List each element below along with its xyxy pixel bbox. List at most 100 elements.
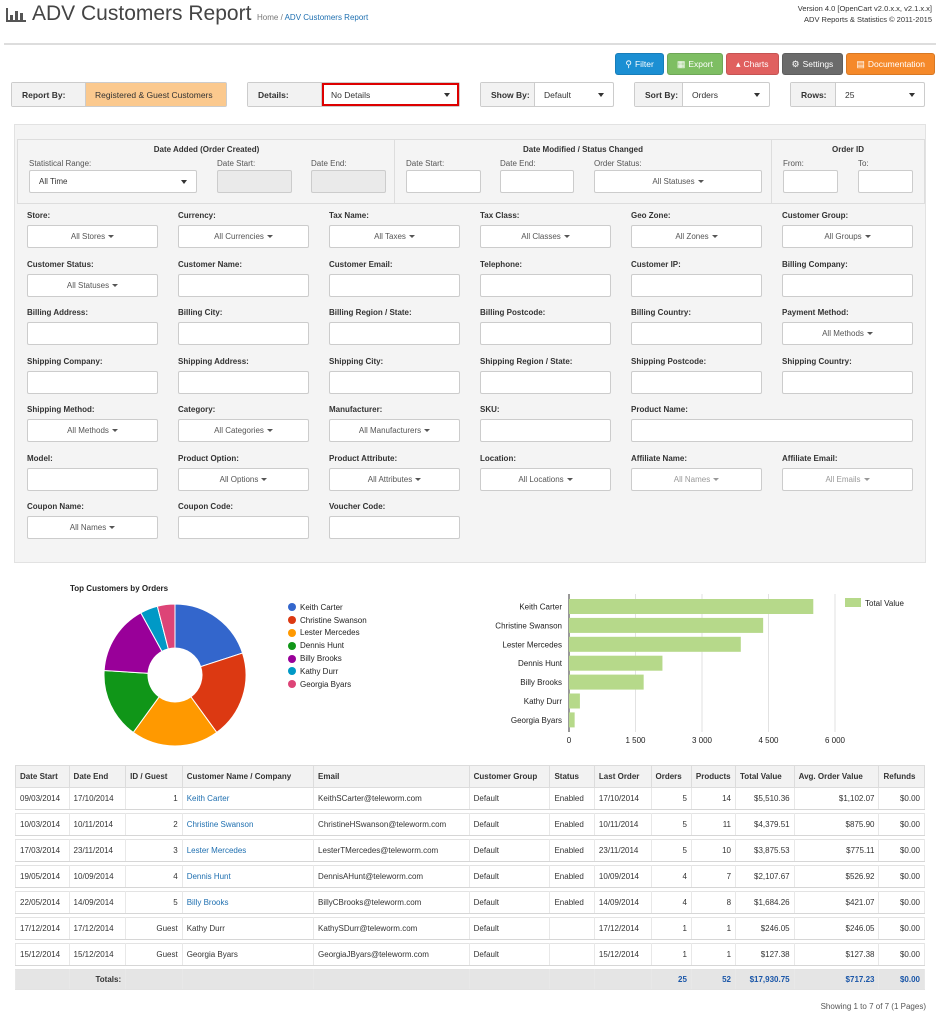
charts-button[interactable]: ▴ Charts [725,53,779,75]
customer-status-select[interactable]: All Statuses [27,274,158,297]
geo-zone-select[interactable]: All Zones [631,225,762,248]
sku-input[interactable] [480,419,611,442]
documentation-button[interactable]: ▤ Documentation [846,53,935,75]
column-header[interactable]: Date Start [15,765,70,788]
customer-link[interactable]: Billy Brooks [186,898,229,907]
category-label: Lester Mercedes [502,640,562,649]
column-header[interactable]: Total Value [735,765,795,788]
tax-name-select[interactable]: All Taxes [329,225,460,248]
bar [569,599,814,614]
manufacturer-select[interactable]: All Manufacturers [329,419,460,442]
shipping-country-input[interactable] [782,371,913,394]
store-select[interactable]: All Stores [27,225,158,248]
shipping-method-label: Shipping Method: [27,405,95,414]
pie-slice [174,603,244,668]
billing-address-input[interactable] [27,322,158,345]
bar [569,712,575,728]
legend-item: Georgia Byars [288,678,367,691]
location-select[interactable]: All Locations [480,468,611,491]
payment-method-select[interactable]: All Methods [782,322,913,345]
column-header[interactable]: Email [313,765,470,788]
table-cell: 17/10/2014 [593,787,652,810]
product-attribute-select[interactable]: All Attributes [329,468,460,491]
product-option-select[interactable]: All Options [178,468,309,491]
category-label: Christine Swanson [495,621,562,630]
table-cell: 7 [690,865,737,888]
customer-link[interactable]: Dennis Hunt [186,872,231,881]
column-header[interactable]: Products [690,765,737,788]
coupon-code-label: Coupon Code: [178,502,234,511]
filter-button[interactable]: ⚲ Filter [615,53,664,75]
modified-date-start-input[interactable] [406,170,481,193]
coupon-name-select[interactable]: All Names [27,516,158,539]
totals-cell: $0.00 [878,969,925,990]
customer-link[interactable]: Christine Swanson [186,820,254,829]
voucher-code-input[interactable] [329,516,460,539]
column-header[interactable]: Customer Name / Company [181,765,315,788]
chevron-down-icon [598,93,604,97]
shipping-region-input[interactable] [480,371,611,394]
order-id-to-input[interactable] [858,170,913,193]
shipping-postcode-label: Shipping Postcode: [631,357,707,366]
customer-link[interactable]: Lester Mercedes [186,846,247,855]
telephone-input[interactable] [480,274,611,297]
column-header[interactable]: Last Order [593,765,652,788]
settings-button[interactable]: ⚙ Settings [781,53,844,75]
customer-link[interactable]: Keith Carter [186,794,230,803]
column-header[interactable]: Status [549,765,595,788]
category-label: Category: [178,405,216,414]
copyright-line: ADV Reports & Statistics © 2011-2015 [804,15,932,24]
shipping-city-input[interactable] [329,371,460,394]
affiliate-name-select[interactable]: All Names [631,468,762,491]
date-start-input[interactable] [217,170,292,193]
table-cell: 15/12/2014 [593,943,652,966]
shipping-company-input[interactable] [27,371,158,394]
column-header[interactable]: Avg. Order Value [793,765,880,788]
shipping-company-label: Shipping Company: [27,357,103,366]
customer-email-input[interactable] [329,274,460,297]
breadcrumb-current[interactable]: ADV Customers Report [284,13,369,22]
table-cell: Default [468,813,551,836]
rows-select[interactable]: Rows: 25 [790,82,925,107]
date-added-group: Date Added (Order Created) Statistical R… [17,139,396,204]
tax-class-select[interactable]: All Classes [480,225,611,248]
billing-postcode-input[interactable] [480,322,611,345]
customer-ip-input[interactable] [631,274,762,297]
currency-value: All Currencies [214,232,264,241]
legend-label: Total Value [865,599,905,608]
order-status-select[interactable]: All Statuses [594,170,762,193]
modified-date-end-input[interactable] [500,170,574,193]
order-id-from-input[interactable] [783,170,838,193]
currency-select[interactable]: All Currencies [178,225,309,248]
shipping-address-input[interactable] [178,371,309,394]
column-header[interactable]: Customer Group [468,765,551,788]
column-header[interactable]: Refunds [878,765,925,788]
breadcrumb-home[interactable]: Home [257,13,279,22]
billing-company-input[interactable] [782,274,913,297]
shipping-method-select[interactable]: All Methods [27,419,158,442]
details-select[interactable]: Details: No Details [247,82,460,107]
statistical-range-select[interactable]: All Time [29,170,197,193]
coupon-code-input[interactable] [178,516,309,539]
model-input[interactable] [27,468,158,491]
billing-country-input[interactable] [631,322,762,345]
category-select[interactable]: All Categories [178,419,309,442]
date-end-input[interactable] [311,170,386,193]
column-header[interactable]: Date End [68,765,127,788]
report-by-select[interactable]: Report By: Registered & Guest Customers [11,82,227,107]
customer-name-input[interactable] [178,274,309,297]
billing-city-label: Billing City: [178,308,223,317]
billing-region-input[interactable] [329,322,460,345]
table-cell: 5 [125,891,183,914]
sort-by-select[interactable]: Sort By: Orders [634,82,770,107]
affiliate-email-select[interactable]: All Emails [782,468,913,491]
row-spacer-cell [15,835,925,840]
customer-group-select[interactable]: All Groups [782,225,913,248]
export-button[interactable]: ▦ Export [666,53,723,75]
show-by-select[interactable]: Show By: Default [480,82,614,107]
product-name-input[interactable] [631,419,913,442]
shipping-postcode-input[interactable] [631,371,762,394]
column-header[interactable]: Orders [650,765,692,788]
billing-city-input[interactable] [178,322,309,345]
column-header[interactable]: ID / Guest [125,765,183,788]
